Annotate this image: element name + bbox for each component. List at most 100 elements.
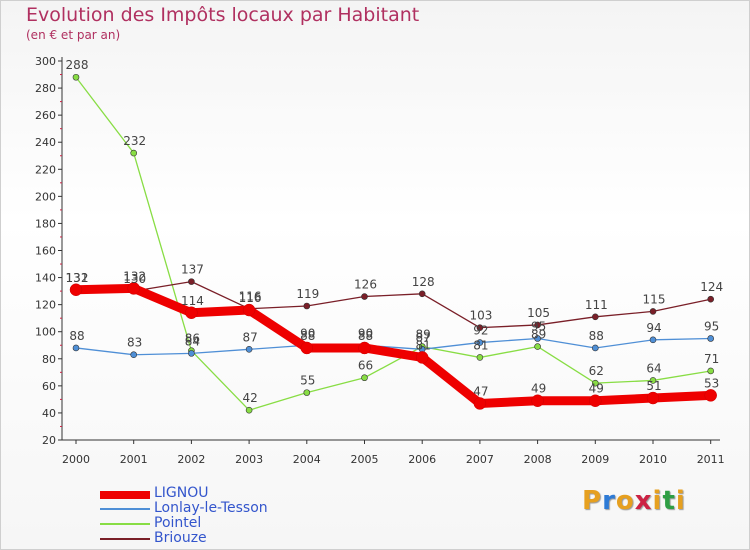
- data-point: [473, 397, 487, 410]
- data-point: [361, 374, 368, 382]
- data-label: 116: [239, 290, 262, 304]
- data-label: 116: [239, 291, 262, 305]
- data-label: 87: [416, 330, 431, 344]
- legend-label-lignou: LIGNOU: [154, 485, 209, 501]
- data-point: [704, 389, 717, 402]
- y-tick-label: 40: [42, 407, 56, 420]
- data-label: 64: [646, 361, 661, 375]
- data-point: [303, 389, 311, 396]
- legend-label-pointel: Pointel: [154, 515, 202, 531]
- x-tick-label: 2008: [524, 453, 552, 466]
- data-point: [707, 295, 715, 303]
- series-line-lonlay-le-tesson: [75, 337, 711, 356]
- data-point: [649, 336, 657, 344]
- data-label: 89: [531, 328, 546, 342]
- data-label: 105: [527, 306, 550, 320]
- data-label: 288: [66, 58, 89, 72]
- x-tick-label: 2002: [177, 453, 205, 466]
- data-point: [361, 293, 368, 300]
- data-label: 66: [358, 359, 373, 373]
- y-tick-label: 60: [42, 380, 56, 393]
- data-label: 114: [181, 294, 204, 308]
- data-point: [245, 406, 253, 414]
- y-tick-label: 20: [42, 434, 56, 447]
- data-label: 88: [589, 329, 604, 343]
- data-label: 51: [646, 379, 661, 393]
- data-label: 124: [700, 280, 723, 294]
- data-label: 90: [358, 326, 373, 340]
- data-label: 103: [469, 309, 492, 323]
- data-label: 132: [66, 271, 89, 285]
- chart-subtitle: (en € et par an): [26, 28, 121, 42]
- x-tick-label: 2009: [581, 453, 609, 466]
- data-point: [127, 282, 140, 295]
- data-label: 83: [127, 336, 142, 350]
- data-label: 92: [473, 324, 488, 338]
- data-point: [303, 302, 311, 310]
- logo-letter: i: [675, 486, 686, 516]
- data-point: [300, 341, 314, 355]
- y-tick-label: 140: [35, 272, 56, 285]
- data-point: [242, 303, 256, 317]
- data-label: 115: [643, 292, 666, 306]
- data-label: 111: [585, 298, 608, 312]
- x-tick-label: 2000: [62, 453, 90, 466]
- data-label: 126: [354, 278, 377, 292]
- data-point: [649, 308, 657, 315]
- data-label: 95: [531, 319, 546, 333]
- data-label: 47: [473, 384, 488, 398]
- data-point: [589, 394, 602, 407]
- data-point: [591, 379, 599, 387]
- data-label: 49: [589, 382, 604, 396]
- logo-letter: P: [582, 486, 603, 516]
- data-label: 81: [416, 338, 431, 352]
- y-tick-label: 200: [35, 190, 56, 203]
- x-tick-label: 2006: [408, 453, 436, 466]
- legend-label-lonlay: Lonlay-le-Tesson: [154, 500, 268, 516]
- data-point: [72, 73, 80, 81]
- data-point: [358, 341, 371, 355]
- y-tick-label: 100: [35, 326, 56, 339]
- data-point: [130, 149, 137, 157]
- data-label: 119: [296, 287, 319, 301]
- data-point: [476, 339, 484, 346]
- x-tick-label: 2007: [466, 453, 494, 466]
- series-line-pointel: [75, 76, 711, 411]
- data-point: [188, 278, 195, 285]
- data-point: [72, 344, 80, 352]
- series-line-briouze: [75, 280, 711, 329]
- data-label: 94: [646, 321, 661, 335]
- data-point: [534, 335, 541, 342]
- data-label: 128: [412, 275, 435, 289]
- logo-letter: x: [634, 486, 653, 516]
- data-label: 131: [66, 271, 89, 285]
- legend-swatch-briouze: [100, 538, 150, 540]
- data-point: [707, 367, 715, 375]
- data-label: 90: [300, 326, 315, 340]
- series-line-lignou: [75, 283, 711, 408]
- data-point: [415, 351, 429, 364]
- y-tick-label: 80: [42, 353, 56, 366]
- y-tick-label: 260: [35, 109, 56, 122]
- data-point: [130, 351, 137, 359]
- logo-letter: t: [662, 486, 676, 516]
- legend-item-pointel: Pointel: [100, 515, 360, 531]
- legend-item-lonlay: Lonlay-le-Tesson: [100, 500, 360, 516]
- x-tick-label: 2003: [235, 453, 263, 466]
- legend-swatch-lonlay: [100, 508, 150, 510]
- data-point: [707, 335, 715, 342]
- data-label: 71: [704, 352, 719, 366]
- data-point: [185, 306, 198, 320]
- data-label: 89: [416, 328, 431, 342]
- x-tick-label: 2004: [293, 453, 321, 466]
- data-point: [476, 354, 484, 361]
- data-point: [534, 321, 541, 329]
- logo-letter: r: [602, 486, 616, 516]
- x-tick-label: 2010: [639, 453, 667, 466]
- data-label: 88: [69, 329, 84, 343]
- logo-letter: o: [615, 486, 635, 516]
- data-label: 53: [704, 376, 719, 390]
- data-point: [591, 313, 599, 321]
- y-tick-label: 300: [35, 55, 56, 68]
